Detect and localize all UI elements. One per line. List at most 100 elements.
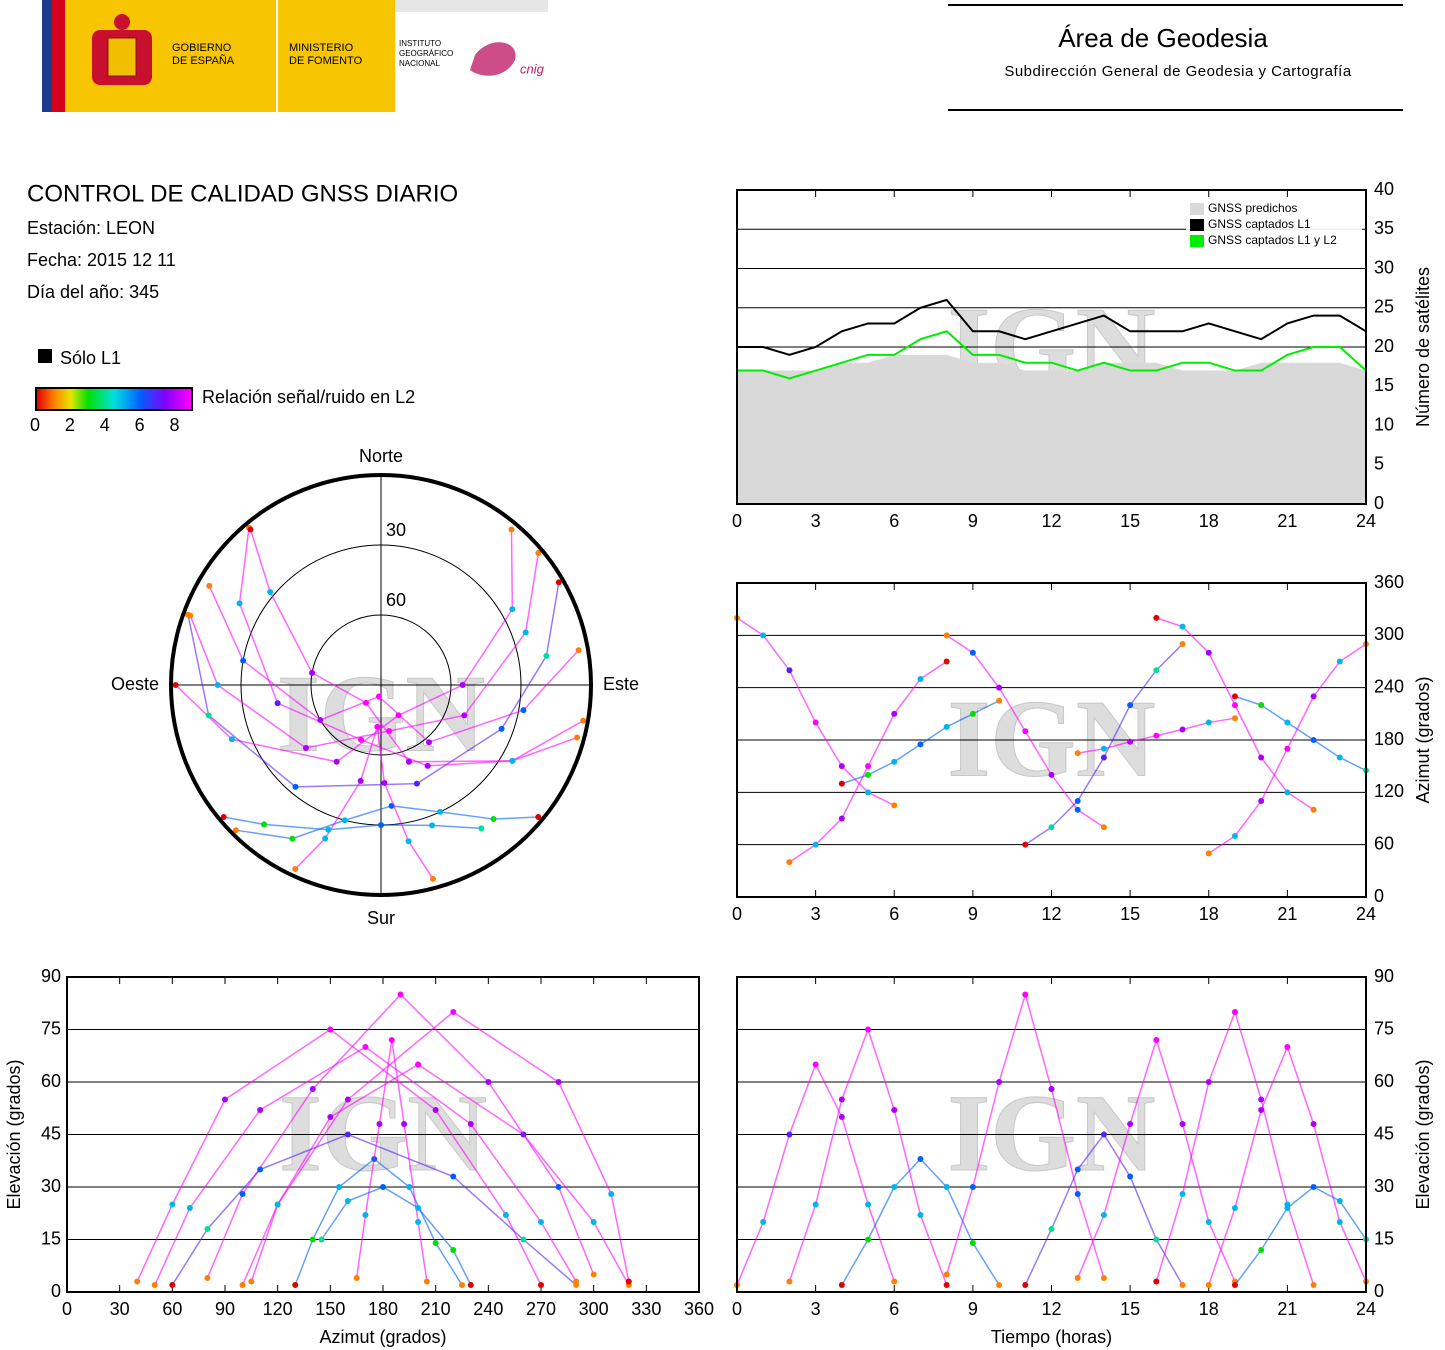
x-tick-label: 150 [315,1299,345,1319]
x-tick-label: 30 [110,1299,130,1319]
y-tick-label: 300 [1374,624,1404,644]
track-point [838,1282,845,1288]
track-point [969,1184,976,1190]
x-tick-label: 24 [1356,904,1376,924]
track-point [415,1061,422,1068]
x-tick-label: 9 [968,1299,978,1319]
track-point [1100,754,1107,761]
x-tick-label: 360 [684,1299,714,1319]
track-point [327,1026,334,1033]
track-point [362,1212,369,1218]
x-tick-label: 21 [1277,1299,1297,1319]
track-point [943,632,950,639]
track-point [1100,824,1107,831]
track-point [1284,1044,1291,1050]
track-point [1258,1096,1265,1103]
x-tick-label: 12 [1041,904,1061,924]
x-tick-label: 24 [1356,511,1376,531]
track-point [374,723,381,730]
track-point [1231,1205,1238,1211]
track-point [520,707,527,714]
track-point [344,1131,351,1138]
x-tick-label: 0 [732,511,742,531]
track-point [232,827,239,834]
track-point [917,1156,924,1162]
track-point [522,629,529,636]
track-point [1179,1121,1186,1127]
header-title: Área de Geodesia [1058,23,1268,53]
track-point [1258,702,1265,709]
x-tick-label: 270 [526,1299,556,1319]
area [737,354,1366,504]
track-point [1205,1219,1212,1225]
track-point [327,1114,334,1120]
track-point [1231,702,1238,709]
track-point [1022,1282,1029,1288]
track-point [509,757,516,764]
x-tick-label: 3 [811,904,821,924]
track-point [580,717,587,724]
track-point [1336,754,1343,761]
track-point [838,1114,845,1120]
track-point [1284,745,1291,752]
track-point [996,1282,1003,1288]
track-point [134,1278,141,1285]
track-point [172,682,179,688]
track-point [1179,726,1186,733]
track-point [891,1107,898,1113]
legend-swatch [1190,235,1204,247]
track-point [508,526,515,533]
plot-frame [736,976,1367,1293]
track-point [575,647,582,654]
track-point [1231,693,1238,700]
track-point [1310,1282,1317,1288]
colorbar-label: Relación señal/ruido en L2 [202,387,415,407]
track-point [812,719,819,726]
track-point [1231,832,1238,839]
track-point [378,822,384,828]
track-point [509,606,516,613]
track-point [812,1201,819,1208]
track-point [1074,798,1081,805]
track-point [943,1184,950,1190]
track-point [786,667,793,674]
track-point [267,589,274,596]
track-point [1179,1191,1186,1197]
track-point [555,1184,562,1190]
track-point [1153,667,1160,674]
track-point [1231,715,1238,722]
y-tick-label: 180 [1374,729,1404,749]
track-point [1074,1191,1081,1197]
y-tick-label: 40 [1374,179,1394,199]
y-tick-label: 75 [41,1018,61,1038]
track-point [490,816,497,823]
track-point [865,1236,872,1243]
track-point [891,758,898,765]
direction-label: Norte [359,446,403,466]
track-point [344,1198,351,1204]
y-axis-label: Elevación (grados) [1413,1059,1433,1209]
track-point [838,763,845,770]
track-point [917,675,924,682]
track-point [415,1205,422,1211]
x-tick-label: 330 [631,1299,661,1319]
legend-swatch [1190,219,1204,231]
x-tick-label: 15 [1120,1299,1140,1319]
track-point [812,1061,819,1068]
y-tick-label: 0 [1374,886,1384,906]
track-point [257,1107,264,1113]
track-point [608,1191,615,1197]
track-point [1205,719,1212,726]
track-point [289,835,296,842]
track-point [274,1201,281,1208]
plot-frame [66,976,700,1293]
track-point [996,697,1003,704]
track-point [996,1079,1003,1085]
track-point [1127,1121,1134,1127]
track-point [169,1282,176,1288]
track-point [239,1191,246,1197]
track-point [1074,1166,1081,1173]
track-point [865,763,872,770]
track-point [204,1226,211,1232]
